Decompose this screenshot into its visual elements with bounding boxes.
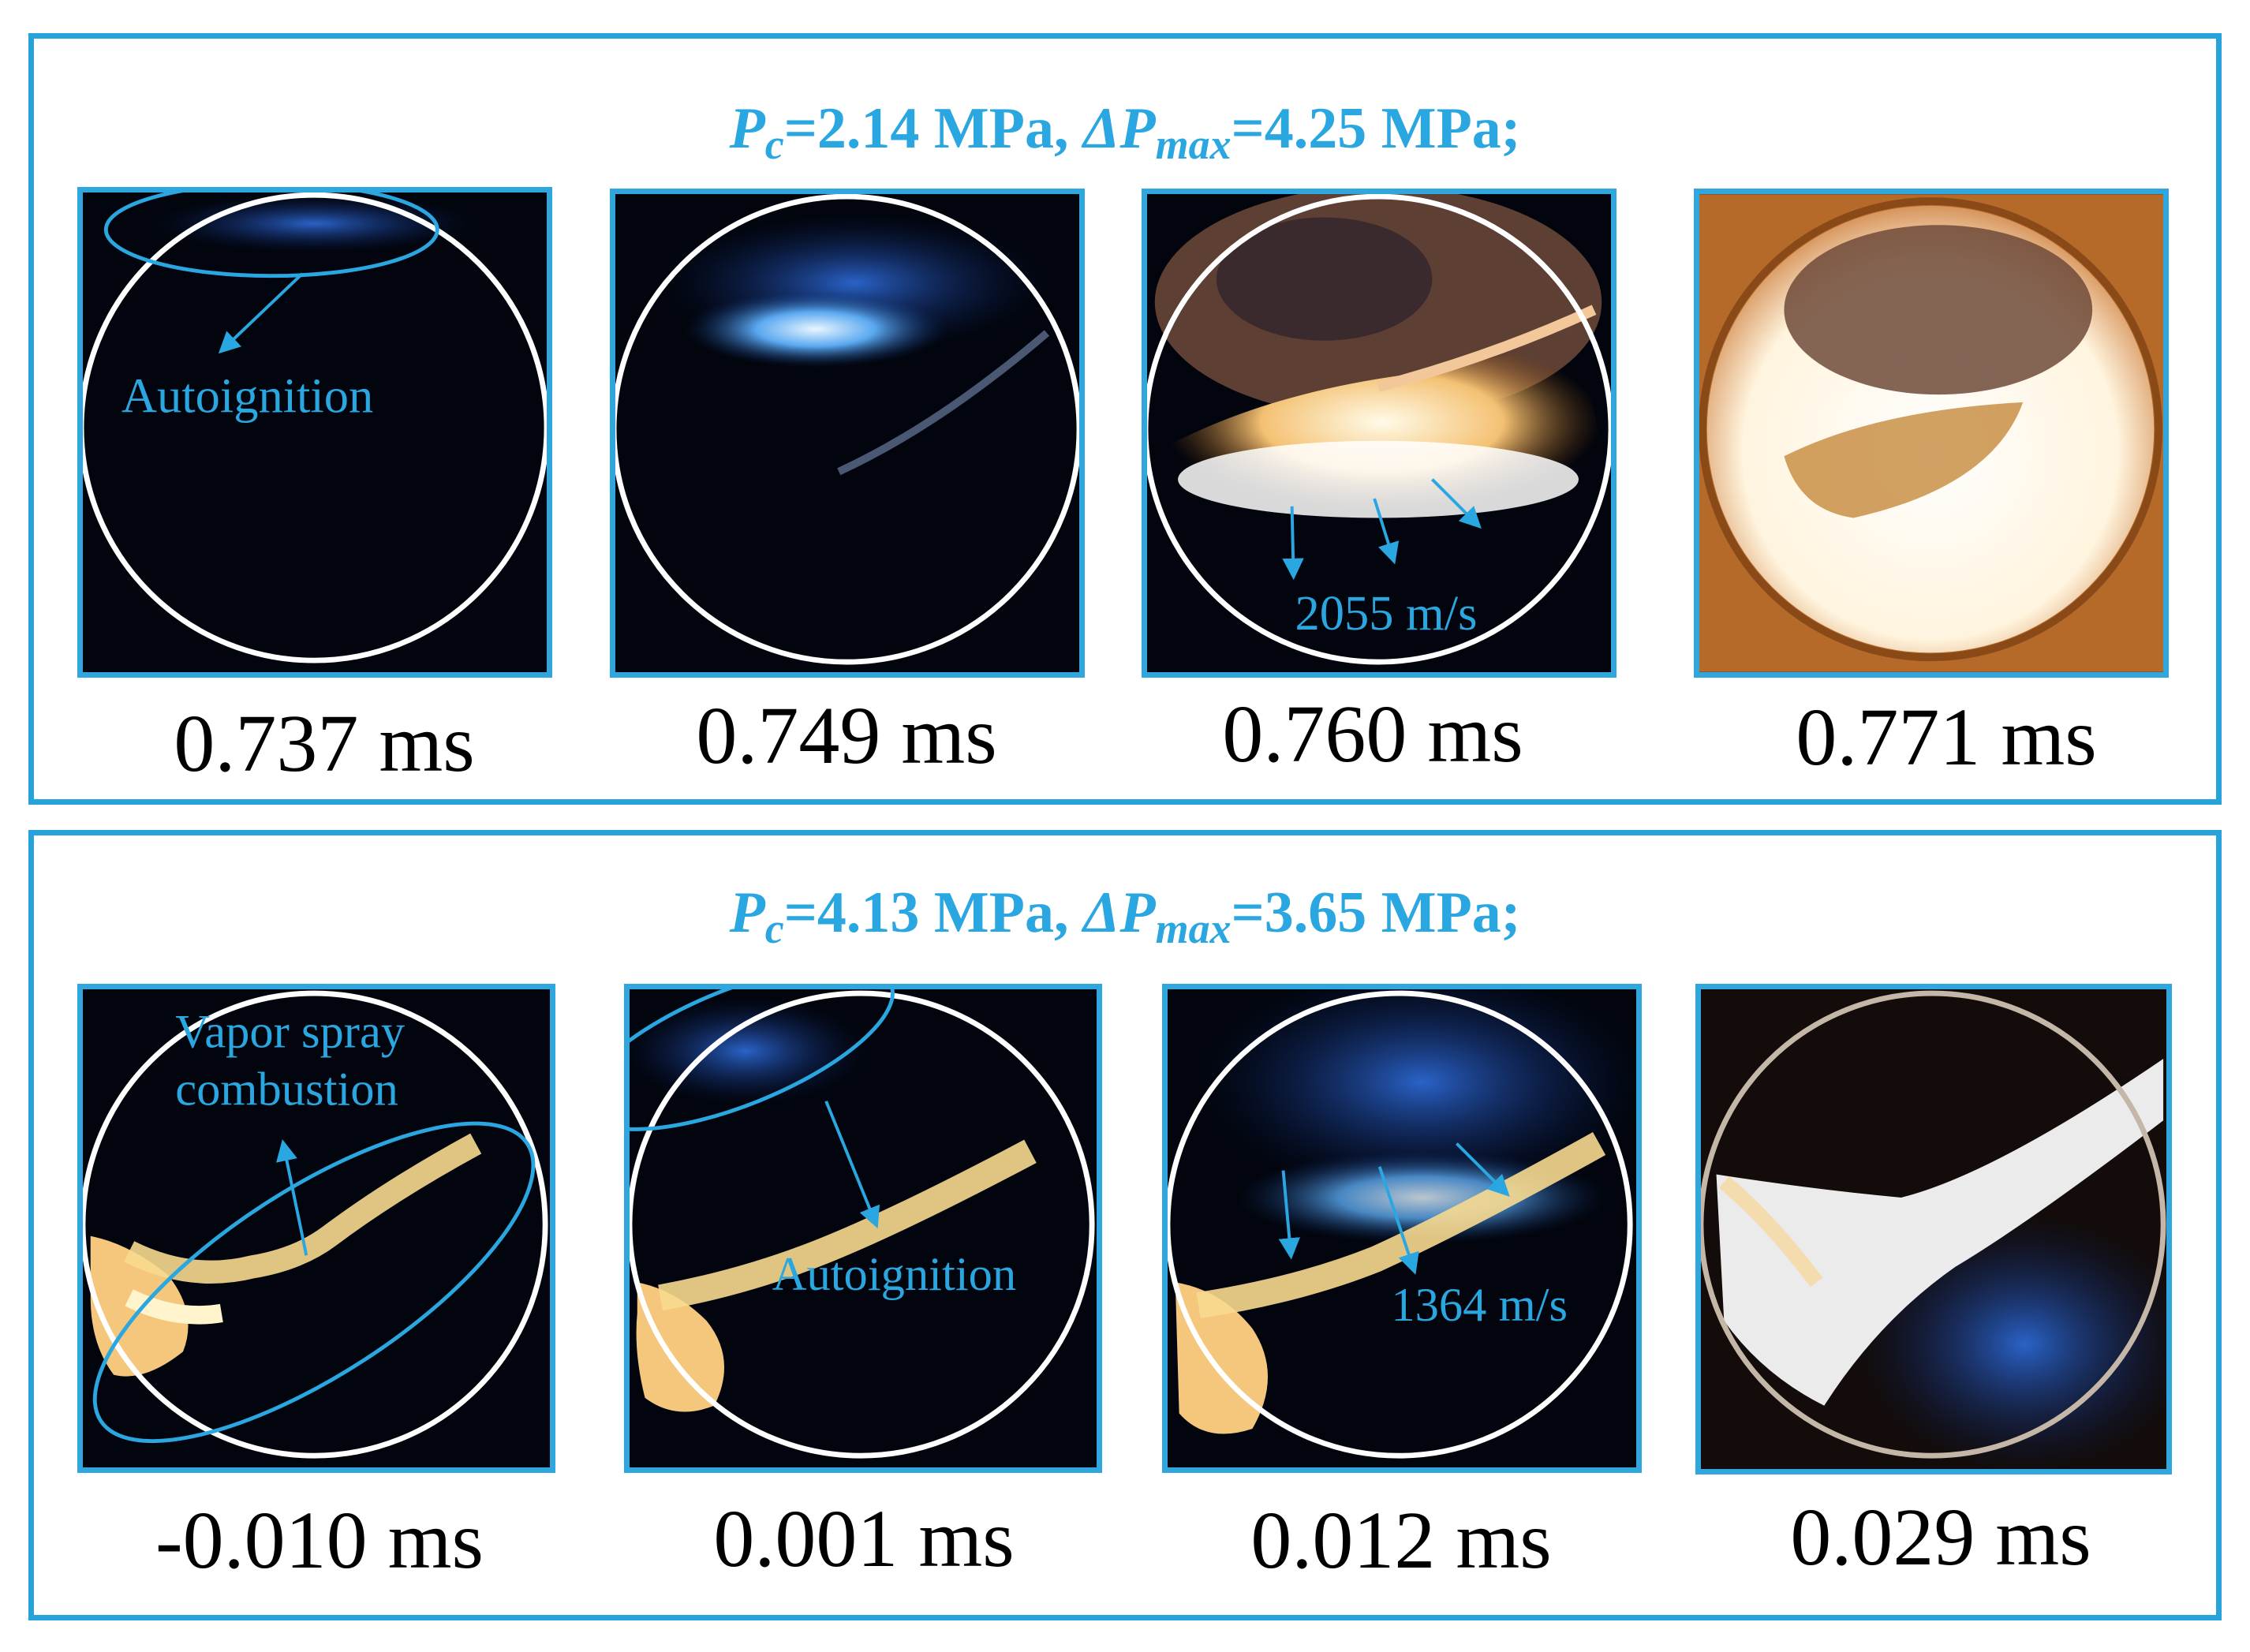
- timestamp-label: 0.001 ms: [713, 1493, 1015, 1584]
- timestamp-label: 0.749 ms: [696, 690, 997, 781]
- combustion-image: [1699, 194, 2163, 672]
- annotation-arrow: [218, 272, 304, 354]
- image-frame-0001ms: Autoignition: [624, 984, 1102, 1473]
- annotation-label: Autoignition: [772, 1248, 1016, 1301]
- panel-heading: Pc=2.14 MPa, ΔPmax=4.25 MPa;: [729, 96, 1521, 168]
- combustion-image: Autoignition: [83, 192, 547, 672]
- image-frame-0760ms: 2055 m/s: [1142, 189, 1616, 678]
- velocity-arrow: [1377, 1166, 1419, 1275]
- velocity-arrow: [1278, 1170, 1300, 1260]
- panel-low-pressure: Pc=2.14 MPa, ΔPmax=4.25 MPa; Autoignitio…: [28, 33, 2222, 805]
- combustion-image: Vapor spray combustion: [83, 989, 550, 1467]
- annotation-ellipse: [92, 1121, 536, 1444]
- combustion-image: [615, 194, 1079, 672]
- velocity-arrow: [1455, 1142, 1510, 1197]
- velocity-arrow: [1431, 478, 1482, 529]
- combustion-image: [1701, 989, 2166, 1469]
- image-frame-0012ms: 1364 m/s: [1162, 984, 1642, 1473]
- timestamp-label: 0.771 ms: [1796, 692, 2097, 783]
- panel-heading: Pc=4.13 MPa, ΔPmax=3.65 MPa;: [729, 880, 1521, 952]
- image-frame-minus0010ms: Vapor spray combustion: [77, 984, 555, 1473]
- timestamp-label: 0.760 ms: [1222, 689, 1523, 779]
- timestamp-label: 0.737 ms: [174, 698, 475, 789]
- combustion-image: 2055 m/s: [1147, 194, 1611, 672]
- panel-high-pressure: Pc=4.13 MPa, ΔPmax=3.65 MPa; Vapor spray…: [28, 830, 2222, 1620]
- velocity-label: 1364 m/s: [1391, 1279, 1568, 1332]
- image-frame-0737ms: Autoignition: [77, 187, 552, 678]
- combustion-image: 1364 m/s: [1168, 989, 1636, 1467]
- annotation-arrow: [276, 1139, 308, 1256]
- timestamp-label: 0.012 ms: [1250, 1495, 1552, 1586]
- image-frame-0029ms: [1695, 984, 2172, 1474]
- image-frame-0749ms: [610, 189, 1085, 678]
- annotation-label-line2: combustion: [175, 1063, 398, 1116]
- velocity-arrow: [1282, 506, 1304, 581]
- annotation-ellipse: [103, 192, 439, 278]
- image-frame-0771ms: [1694, 189, 2169, 678]
- annotation-label: Autoignition: [121, 368, 373, 424]
- annotation-ellipse: [630, 989, 895, 1131]
- velocity-label: 2055 m/s: [1295, 585, 1478, 641]
- timestamp-label: 0.029 ms: [1790, 1492, 2091, 1583]
- annotation-arrow: [824, 1101, 880, 1229]
- annotation-label: Vapor spray: [175, 1005, 406, 1058]
- combustion-image: Autoignition: [630, 989, 1097, 1467]
- timestamp-label: -0.010 ms: [155, 1495, 484, 1586]
- velocity-arrow: [1373, 498, 1400, 565]
